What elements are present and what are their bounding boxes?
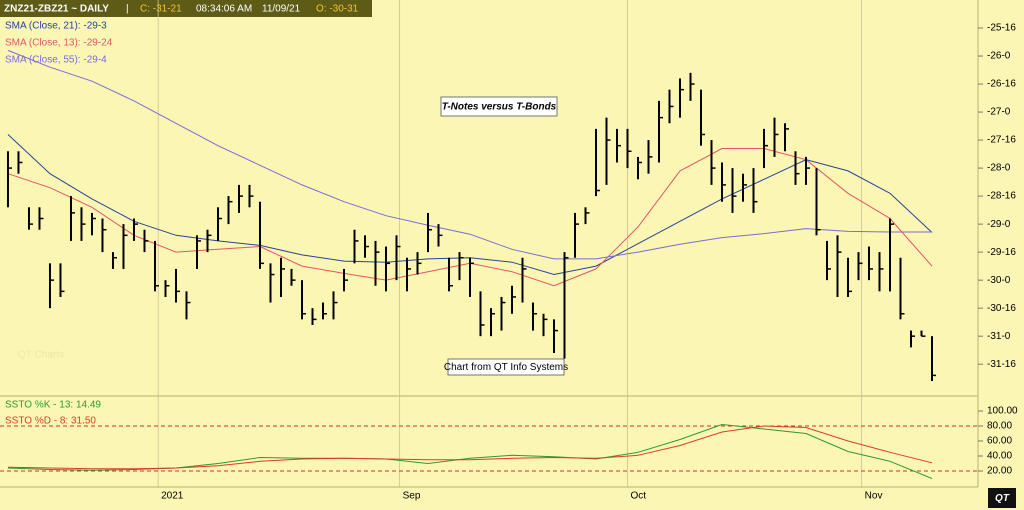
header-text: 08:34:06 AM xyxy=(196,4,252,15)
x-tick-label: 2021 xyxy=(161,491,184,502)
x-tick-label: Sep xyxy=(403,491,421,502)
y-tick-label: 60.00 xyxy=(987,436,1012,447)
annotation: T-Notes versus T-Bonds xyxy=(442,102,557,113)
y-tick-label: -27-16 xyxy=(987,135,1016,146)
logo: QT xyxy=(995,493,1010,504)
watermark: QT Charts xyxy=(18,350,64,361)
legend-entry: SSTO %D - 8: 31.50 xyxy=(5,416,96,427)
y-tick-label: 100.00 xyxy=(987,406,1018,417)
y-tick-label: -28-0 xyxy=(987,163,1011,174)
legend-entry: SMA (Close, 55): -29-4 xyxy=(5,55,107,66)
header-text: 11/09/21 xyxy=(262,4,301,15)
line-series xyxy=(7,425,933,470)
header-text: | xyxy=(126,4,129,15)
legend-entry: SMA (Close, 13): -29-24 xyxy=(5,38,113,49)
y-tick-label: -31-16 xyxy=(987,359,1016,370)
line-series xyxy=(7,134,933,276)
header-text: O: -30-31 xyxy=(316,4,359,15)
y-tick-label: -26-16 xyxy=(987,79,1016,90)
y-tick-label: -28-16 xyxy=(987,191,1016,202)
y-tick-label: 20.00 xyxy=(987,466,1012,477)
y-tick-label: -30-16 xyxy=(987,303,1016,314)
header-text: C: -31-21 xyxy=(140,4,182,15)
y-tick-label: -30-0 xyxy=(987,275,1011,286)
x-tick-label: Nov xyxy=(865,491,883,502)
annotation-box xyxy=(440,96,558,117)
y-tick-label: -31-0 xyxy=(987,331,1011,342)
y-tick-label: -29-16 xyxy=(987,247,1016,258)
logo-box xyxy=(988,488,1016,508)
legend-entry: SSTO %K - 13: 14.49 xyxy=(5,400,101,411)
line-series xyxy=(7,49,932,260)
y-tick-label: -25-16 xyxy=(987,23,1016,34)
y-tick-label: -29-0 xyxy=(987,219,1011,230)
y-tick-label: -26-0 xyxy=(987,51,1011,62)
y-tick-label: 40.00 xyxy=(987,451,1012,462)
header-bar xyxy=(0,0,372,17)
annotation: Chart from QT Info Systems xyxy=(444,362,568,373)
y-tick-label: 80.00 xyxy=(987,421,1012,432)
y-tick-label: -27-0 xyxy=(987,107,1011,118)
header-text: ZNZ21-ZBZ21 ~ DAILY xyxy=(4,4,109,15)
x-tick-label: Oct xyxy=(630,491,646,502)
annotation-box xyxy=(447,358,565,376)
legend-entry: SMA (Close, 21): -29-3 xyxy=(5,21,107,32)
